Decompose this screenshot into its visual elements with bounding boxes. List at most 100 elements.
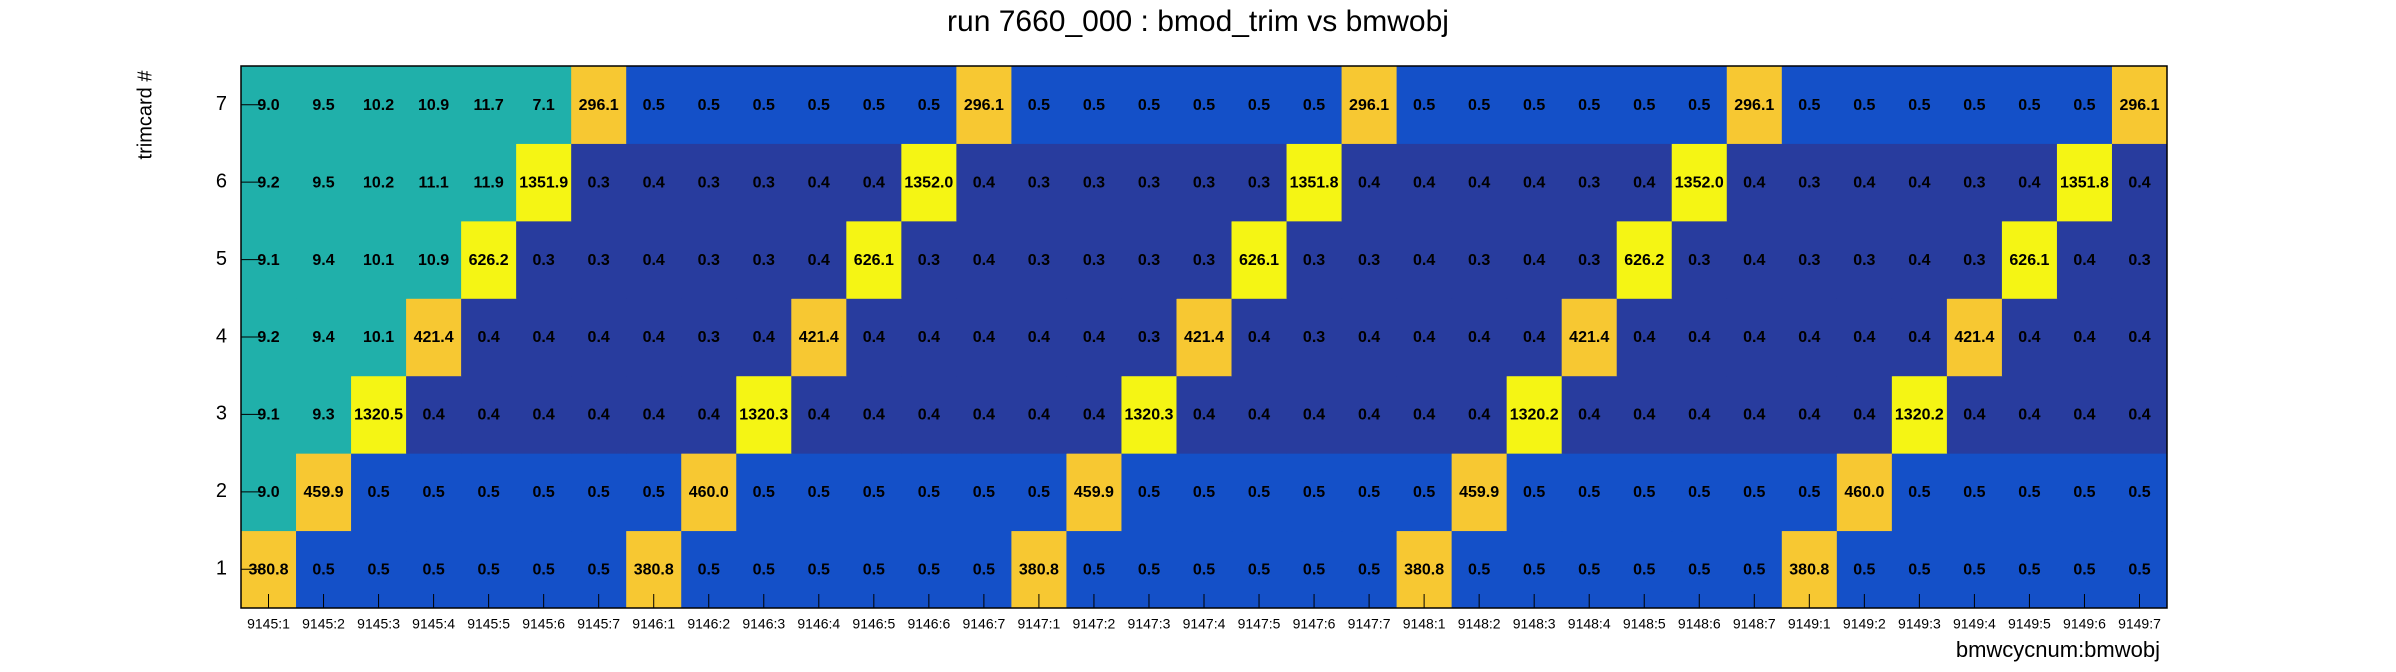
cell-label: 0.5 xyxy=(1248,97,1270,114)
cell-label: 0.3 xyxy=(1578,174,1600,191)
cell-label: 0.5 xyxy=(753,484,775,501)
heat-cell xyxy=(516,220,572,299)
cell-label: 10.2 xyxy=(363,174,394,191)
heat-cell xyxy=(1231,298,1288,377)
cell-label: 626.1 xyxy=(854,252,894,269)
cell-label: 0.4 xyxy=(698,407,720,424)
heat-cell xyxy=(1066,298,1122,377)
cell-label: 0.5 xyxy=(643,97,665,114)
heat-cell xyxy=(1176,220,1233,299)
cell-label: 0.4 xyxy=(1578,407,1600,424)
x-tick-label: 9149:6 xyxy=(2063,616,2106,632)
cell-label: 626.1 xyxy=(2009,252,2049,269)
heat-cell xyxy=(626,143,682,222)
cell-label: 0.5 xyxy=(2018,484,2040,501)
cell-label: 11.9 xyxy=(473,174,503,191)
x-tick-label: 9146:7 xyxy=(962,616,1005,632)
heat-cell xyxy=(956,220,1012,299)
cell-label: 0.5 xyxy=(1578,97,1600,114)
heat-cell xyxy=(1946,220,2003,299)
heat-cell xyxy=(901,220,957,299)
cell-label: 0.4 xyxy=(808,252,830,269)
cell-label: 0.5 xyxy=(422,562,444,579)
heat-cell xyxy=(1946,453,2003,532)
cell-label: 0.5 xyxy=(1468,97,1490,114)
heat-cell xyxy=(516,375,572,454)
cell-label: 0.4 xyxy=(1688,407,1710,424)
cell-label: 0.5 xyxy=(1303,562,1325,579)
cell-label: 9.2 xyxy=(257,329,279,346)
y-tick-label: 5 xyxy=(216,248,227,270)
heat-cell xyxy=(626,453,682,532)
cell-label: 296.1 xyxy=(579,97,619,114)
cell-label: 0.4 xyxy=(1523,329,1545,346)
heat-cell xyxy=(351,375,407,454)
heat-cell xyxy=(1781,143,1838,222)
heat-cell xyxy=(1121,375,1177,454)
cell-label: 9.1 xyxy=(257,407,279,424)
heat-cell xyxy=(1011,298,1067,377)
heat-cell xyxy=(681,375,737,454)
heat-cell xyxy=(1616,220,1673,299)
heat-cell xyxy=(1781,453,1838,532)
cell-label: 0.3 xyxy=(698,174,720,191)
cell-label: 0.4 xyxy=(1633,329,1655,346)
x-tick-label: 9149:5 xyxy=(2008,616,2051,632)
cell-label: 626.2 xyxy=(1624,252,1664,269)
cell-label: 0.4 xyxy=(863,329,885,346)
cell-label: 0.5 xyxy=(478,484,500,501)
cell-label: 0.5 xyxy=(533,484,555,501)
cell-label: 0.4 xyxy=(478,329,500,346)
heat-cell xyxy=(1671,66,1728,144)
cell-label: 0.4 xyxy=(918,329,940,346)
cell-label: 0.4 xyxy=(1248,329,1270,346)
heat-cell xyxy=(1836,298,1893,377)
cell-label: 0.5 xyxy=(2018,97,2040,114)
cell-label: 0.5 xyxy=(367,562,389,579)
cell-label: 296.1 xyxy=(964,97,1004,114)
x-tick-label: 9146:5 xyxy=(852,616,895,632)
cell-label: 0.3 xyxy=(1303,252,1325,269)
cell-label: 0.4 xyxy=(643,174,665,191)
heat-cell xyxy=(901,143,957,222)
heat-cell xyxy=(1891,375,1948,454)
cell-label: 0.5 xyxy=(1028,97,1050,114)
heat-cell xyxy=(736,220,792,299)
cell-label: 0.3 xyxy=(1358,252,1380,269)
heat-cell xyxy=(1561,143,1618,222)
heat-cell xyxy=(1506,375,1563,454)
cell-label: 9.3 xyxy=(312,407,334,424)
cell-label: 0.4 xyxy=(918,407,940,424)
heat-cell xyxy=(406,375,462,454)
cell-label: 0.5 xyxy=(1853,97,1875,114)
cell-label: 460.0 xyxy=(1844,484,1884,501)
heat-cell xyxy=(406,143,462,222)
cell-label: 0.4 xyxy=(863,407,885,424)
cell-label: 0.5 xyxy=(1633,97,1655,114)
heat-cell xyxy=(956,298,1012,377)
cell-label: 0.5 xyxy=(753,97,775,114)
heat-cell xyxy=(461,453,517,532)
heat-cell xyxy=(1286,66,1343,144)
heat-cell xyxy=(351,66,407,144)
heat-cell xyxy=(1671,298,1728,377)
cell-label: 0.5 xyxy=(1083,562,1105,579)
cell-label: 0.5 xyxy=(808,562,830,579)
heat-cell xyxy=(296,66,352,144)
x-tick-label: 9145:4 xyxy=(412,616,455,632)
cell-label: 0.3 xyxy=(918,252,940,269)
y-tick-label: 2 xyxy=(216,480,227,502)
cell-label: 0.5 xyxy=(1963,484,1985,501)
heat-cell xyxy=(1506,220,1563,299)
heat-cell xyxy=(1286,298,1343,377)
cell-label: 1320.2 xyxy=(1510,407,1559,424)
cell-label: 7.1 xyxy=(533,97,555,114)
heat-cell xyxy=(846,220,902,299)
heat-cell xyxy=(516,453,572,532)
heat-cell xyxy=(1396,220,1453,299)
x-tick-label: 9147:3 xyxy=(1128,616,1171,632)
cell-label: 0.4 xyxy=(1248,407,1270,424)
heat-cell xyxy=(1671,220,1728,299)
heat-cell xyxy=(2056,375,2113,454)
